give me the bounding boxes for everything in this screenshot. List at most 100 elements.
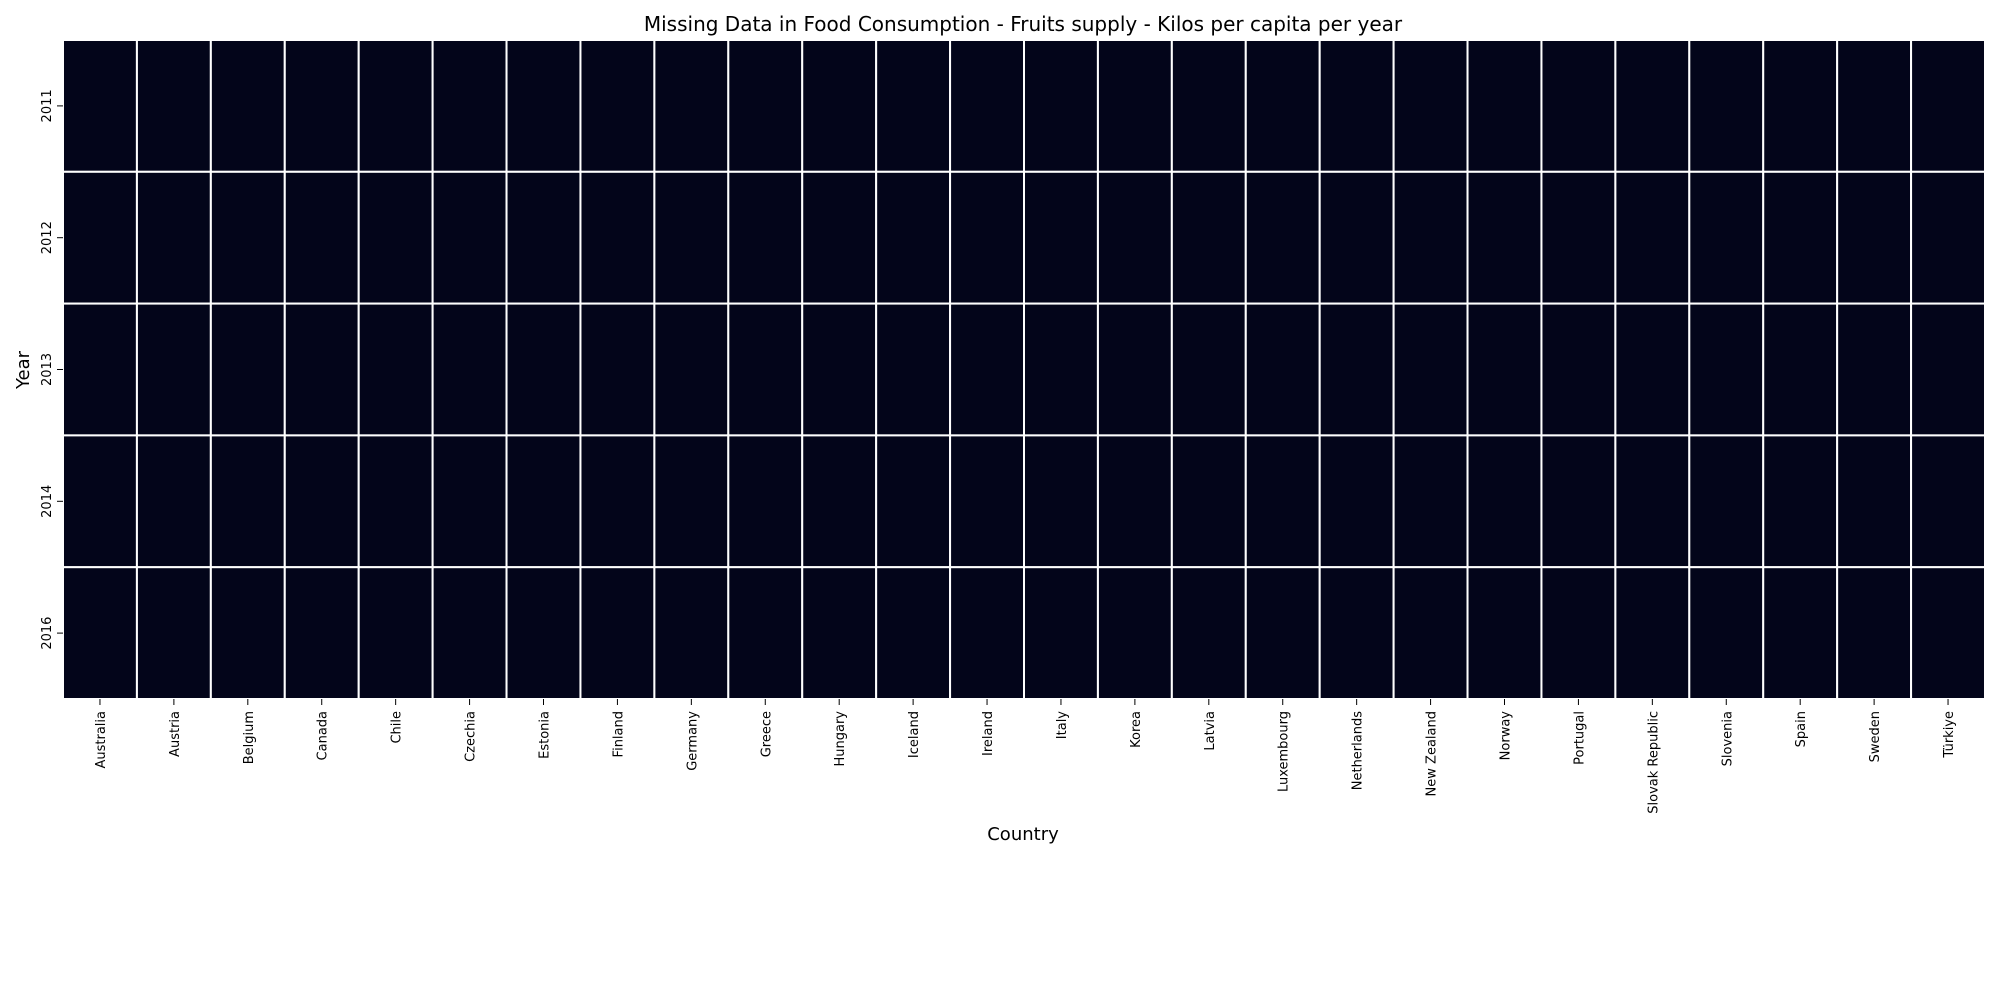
heatmap-cell <box>1096 434 1173 569</box>
y-tick-label: 2016 <box>40 617 55 650</box>
heatmap-cell <box>1466 302 1543 437</box>
heatmap-cell <box>135 302 212 437</box>
heatmap-cell <box>653 170 730 305</box>
heatmap-cell <box>1466 434 1543 569</box>
heatmap-cell <box>62 170 138 305</box>
x-tick-label: Türkiye <box>1942 711 1957 759</box>
heatmap-cell <box>62 39 138 173</box>
heatmap-cell <box>579 170 656 305</box>
heatmap-cell <box>1614 302 1691 437</box>
y-tick-label: 2014 <box>40 485 55 518</box>
heatmap-cell <box>357 566 434 701</box>
heatmap-cell <box>1170 566 1247 701</box>
heatmap-cell <box>1910 302 1986 437</box>
heatmap-cell <box>727 170 804 305</box>
heatmap-cell <box>1466 566 1543 701</box>
heatmap-cell <box>135 566 212 701</box>
heatmap-cell <box>357 170 434 305</box>
heatmap-cell <box>1614 434 1691 569</box>
heatmap-cell <box>949 434 1025 569</box>
x-tick-label: Iceland <box>907 711 922 758</box>
heatmap-cell <box>875 566 952 701</box>
heatmap-cell <box>1244 170 1321 305</box>
heatmap-cell <box>62 302 138 437</box>
x-axis-label: Country <box>987 824 1059 845</box>
heatmap-cell <box>949 566 1025 701</box>
heatmap-cell <box>1910 39 1986 173</box>
heatmap-cell <box>801 566 878 701</box>
heatmap-cell <box>135 39 212 173</box>
heatmap-cell <box>62 566 138 701</box>
heatmap-cell <box>875 170 952 305</box>
heatmap-cell <box>505 566 582 701</box>
heatmap-cell <box>1762 434 1839 569</box>
heatmap-cell <box>949 302 1025 437</box>
heatmap-cell <box>357 39 434 173</box>
chart-title: Missing Data in Food Consumption - Fruit… <box>644 12 1403 36</box>
heatmap-cell <box>1244 302 1321 437</box>
x-tick-label: Slovenia <box>1720 711 1735 766</box>
heatmap-cell <box>1392 39 1469 173</box>
heatmap-cell <box>209 39 286 173</box>
heatmap-cell <box>1836 170 1913 305</box>
heatmap-cell <box>579 434 656 569</box>
heatmap-cell <box>1466 170 1543 305</box>
x-tick-label: Canada <box>316 711 331 760</box>
heatmap-cell <box>1614 39 1691 173</box>
heatmap-cell <box>1540 39 1617 173</box>
heatmap-cell <box>1318 434 1395 569</box>
heatmap-cell <box>1762 302 1839 437</box>
heatmap-cell <box>1466 39 1543 173</box>
heatmap-cell <box>1096 566 1173 701</box>
heatmap-cell <box>135 170 212 305</box>
y-axis-label: Year <box>13 350 34 390</box>
heatmap-cell <box>727 302 804 437</box>
x-tick-label: Luxembourg <box>1277 711 1292 792</box>
x-tick-label: Austria <box>168 711 183 757</box>
x-tick-label: Czechia <box>464 711 479 762</box>
heatmap-cell <box>431 566 508 701</box>
heatmap-cell <box>875 434 952 569</box>
x-tick-label: Italy <box>1055 711 1070 740</box>
heatmap-cells <box>62 39 1986 701</box>
heatmap-cell <box>1392 302 1469 437</box>
x-tick-label: Chile <box>390 711 405 744</box>
heatmap-cell <box>209 170 286 305</box>
heatmap-cell <box>1096 39 1173 173</box>
heatmap-cell <box>727 566 804 701</box>
x-tick-label: Finland <box>611 711 626 757</box>
heatmap-cell <box>209 434 286 569</box>
heatmap-cell <box>875 302 952 437</box>
heatmap-cell <box>727 39 804 173</box>
y-tick-label: 2013 <box>40 353 55 386</box>
heatmap-cell <box>1614 170 1691 305</box>
heatmap-cell <box>209 302 286 437</box>
heatmap-cell <box>1762 39 1839 173</box>
heatmap-cell <box>1318 566 1395 701</box>
heatmap-cell <box>1244 434 1321 569</box>
heatmap-cell <box>1318 39 1395 173</box>
heatmap-cell <box>1170 302 1247 437</box>
y-tick-label: 2011 <box>40 89 55 122</box>
x-tick-label: Latvia <box>1203 711 1218 751</box>
x-tick-label: Belgium <box>242 711 257 764</box>
x-tick-label: Australia <box>94 711 109 769</box>
heatmap-cell <box>579 302 656 437</box>
heatmap-cell <box>431 302 508 437</box>
heatmap-cell <box>1023 434 1099 569</box>
x-tick-label: Korea <box>1129 711 1144 748</box>
x-tick-label: Slovak Republic <box>1646 711 1661 814</box>
heatmap-cell <box>357 302 434 437</box>
heatmap-cell <box>283 302 360 437</box>
heatmap-cell <box>1836 566 1913 701</box>
heatmap-cell <box>1688 566 1765 701</box>
heatmap-cell <box>949 170 1025 305</box>
heatmap-cell <box>1023 170 1099 305</box>
heatmap-cell <box>1170 434 1247 569</box>
heatmap-cell <box>1318 302 1395 437</box>
heatmap-cell <box>1836 302 1913 437</box>
x-tick-label: Greece <box>759 711 774 757</box>
heatmap-cell <box>1688 39 1765 173</box>
heatmap-cell <box>1836 434 1913 569</box>
